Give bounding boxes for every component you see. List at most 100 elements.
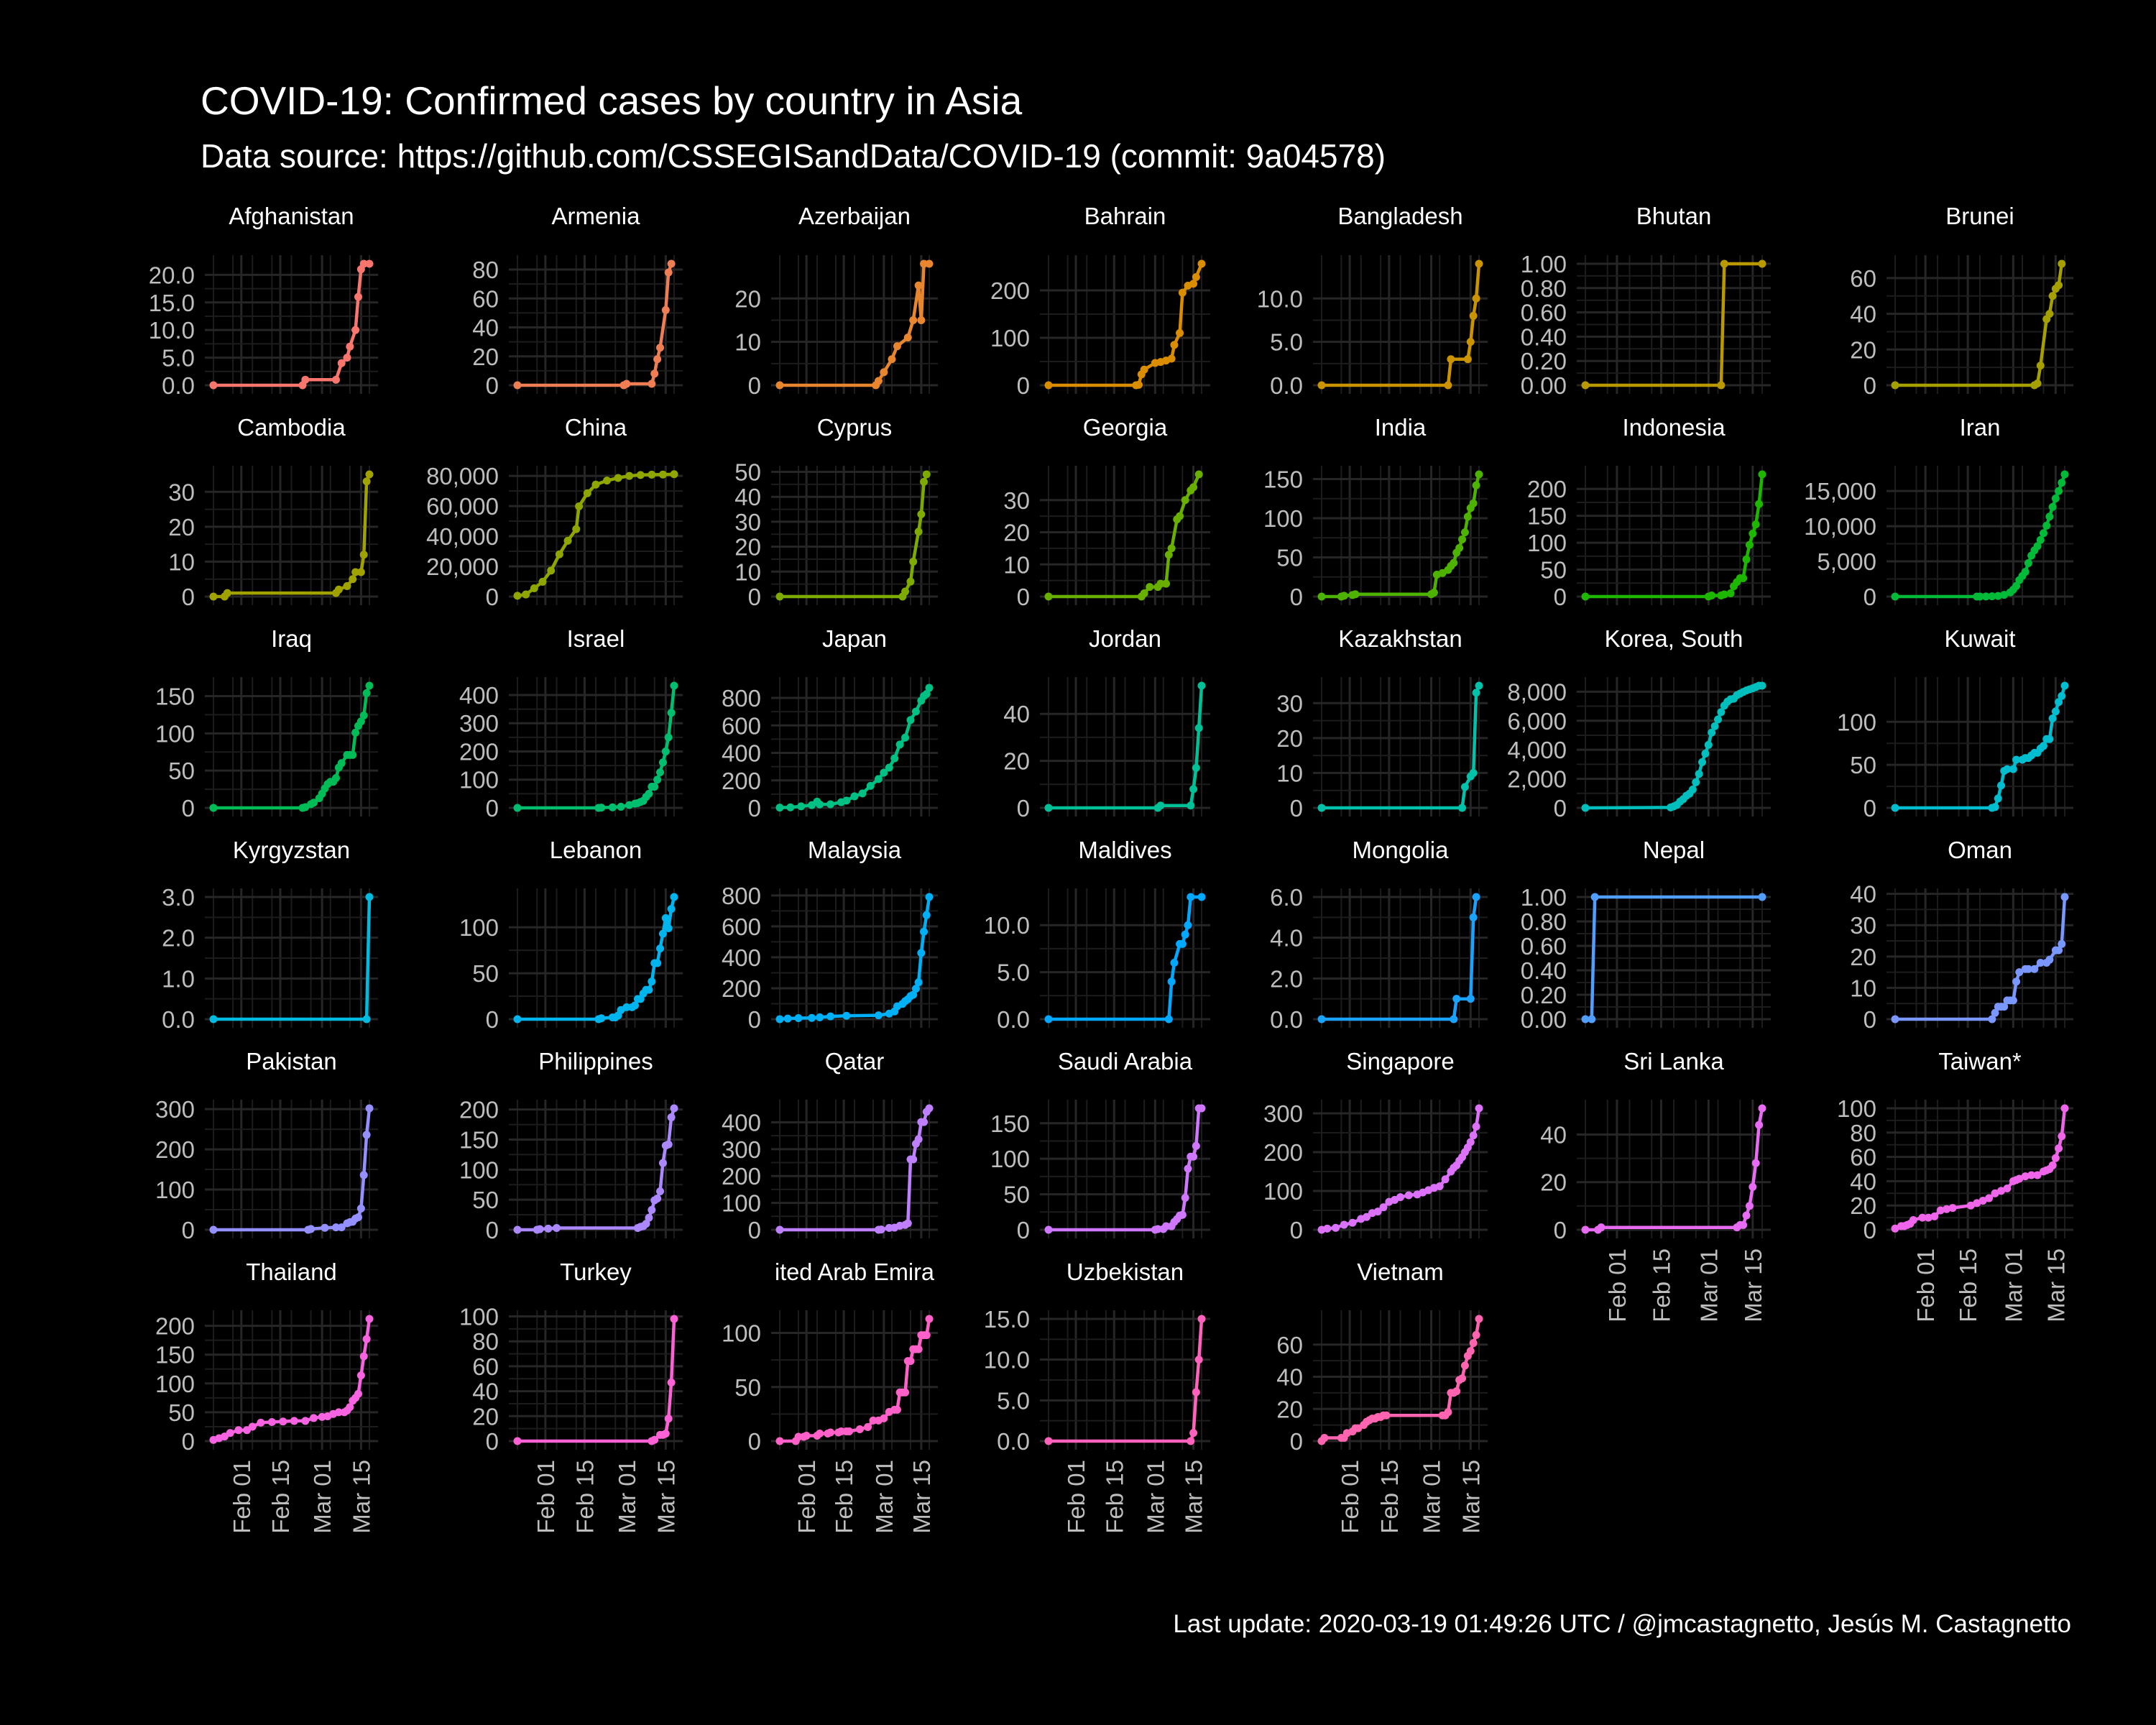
data-point [2027, 1171, 2036, 1179]
data-point [925, 893, 934, 901]
data-point [346, 342, 354, 351]
data-point [332, 774, 340, 783]
data-point [1382, 1411, 1391, 1420]
y-tick-label: 400 [722, 944, 761, 971]
data-point [625, 472, 634, 480]
x-tick-label: Mar 15 [653, 1460, 679, 1534]
data-point [1469, 499, 1478, 507]
data-point [337, 359, 346, 367]
data-point [1170, 341, 1179, 349]
data-point [670, 1315, 678, 1323]
facet-jordan: Jordan 0 20 40 [1003, 625, 1210, 822]
data-point [1176, 328, 1184, 337]
data-point [513, 1015, 522, 1024]
data-point [1317, 381, 1326, 390]
y-tick-label: 10 [1276, 760, 1303, 786]
y-tick-label: 10.0 [984, 1347, 1030, 1374]
data-point [1178, 1210, 1187, 1219]
y-tick-label: 60,000 [426, 493, 499, 520]
series-points [775, 1104, 934, 1234]
data-point [664, 733, 673, 742]
data-point [1475, 681, 1483, 690]
y-tick-label: 4,000 [1507, 737, 1567, 763]
y-tick-label: 200 [1527, 476, 1567, 502]
y-tick-label: 5,000 [1817, 548, 1876, 575]
data-point [1475, 1315, 1483, 1323]
data-point [1164, 1015, 1173, 1024]
data-point [1469, 1131, 1478, 1140]
data-point [664, 1414, 673, 1423]
data-point [290, 1417, 298, 1425]
y-tick-label: 1.00 [1521, 884, 1567, 911]
y-tick-label: 150 [155, 1342, 195, 1368]
y-tick-label: 50 [1540, 557, 1567, 584]
data-point [2021, 568, 2030, 576]
data-point [597, 1014, 606, 1023]
data-point [664, 268, 673, 277]
y-tick-label: 100 [459, 1156, 499, 1183]
y-tick-label: 10 [1003, 551, 1030, 578]
data-point [356, 568, 365, 576]
y-tick-label: 50 [734, 459, 761, 486]
y-tick-label: 0 [1864, 584, 1876, 610]
y-tick-label: 40,000 [426, 523, 499, 550]
data-point [864, 1422, 872, 1431]
grid [509, 255, 683, 394]
data-point [1966, 1201, 1975, 1210]
y-tick-label: 0 [748, 1217, 761, 1243]
data-point [1444, 381, 1452, 390]
data-point [667, 259, 676, 268]
data-point [664, 924, 673, 932]
data-point [209, 1015, 218, 1024]
facet-ited-arab-emira: ited Arab Emira 0 50 100 Feb 01 Feb 15 Mar 01 M… [722, 1259, 938, 1534]
y-tick-label: 100 [990, 325, 1030, 351]
y-tick-label: 200 [722, 768, 761, 794]
y-tick-label: 100 [155, 1177, 195, 1203]
y-tick-label: 0.60 [1521, 300, 1567, 326]
data-point [2003, 1184, 2012, 1193]
data-point [1581, 804, 1590, 812]
data-point [775, 1015, 784, 1024]
data-point [1189, 1152, 1198, 1161]
y-tick-label: 0.00 [1521, 1006, 1567, 1033]
data-point [2045, 735, 2054, 743]
y-tick-label: 100 [990, 1146, 1030, 1172]
data-point [667, 1378, 676, 1386]
y-tick-label: 200 [459, 738, 499, 765]
y-tick-label: 80 [472, 1328, 499, 1355]
data-point [775, 1437, 784, 1445]
grid [205, 677, 378, 816]
grid [1313, 466, 1488, 605]
data-point [2058, 1132, 2066, 1141]
data-point [775, 592, 784, 601]
y-tick-label: 0 [182, 1217, 195, 1243]
data-point [1742, 555, 1751, 564]
grid [1577, 466, 1771, 605]
grid [509, 466, 683, 605]
data-point [362, 1131, 371, 1139]
series-points [209, 1104, 374, 1234]
data-point [648, 978, 656, 986]
data-point [1717, 381, 1726, 390]
data-point [775, 804, 784, 812]
data-point [1891, 592, 1899, 601]
data-point [656, 1187, 665, 1195]
facet-strip-label: Armenia [552, 203, 641, 229]
data-point [603, 477, 612, 485]
data-point [563, 536, 572, 545]
y-tick-label: 0 [182, 1428, 195, 1455]
facet-strip-label: Uzbekistan [1067, 1259, 1184, 1285]
x-tick-label: Feb 15 [571, 1460, 598, 1534]
data-point [1396, 1193, 1404, 1202]
y-tick-label: 0 [1290, 1217, 1303, 1243]
data-point [513, 381, 522, 390]
y-tick-label: 100 [155, 1371, 195, 1397]
data-point [248, 1422, 257, 1431]
data-point [658, 470, 667, 479]
data-point [622, 1003, 631, 1011]
data-point [2045, 955, 2054, 964]
y-tick-label: 20,000 [426, 553, 499, 580]
y-tick-label: 30 [168, 479, 195, 505]
y-tick-label: 10.0 [1257, 285, 1303, 312]
